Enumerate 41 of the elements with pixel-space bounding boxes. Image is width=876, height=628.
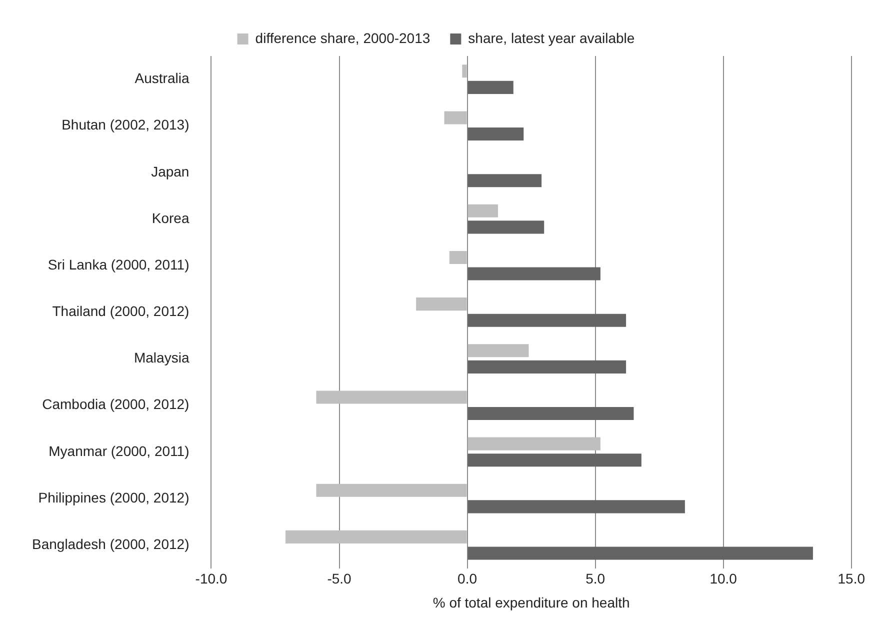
bar [468,204,498,218]
y-tick-label: Japan [151,163,190,180]
y-tick-label: Korea [152,210,190,226]
y-tick-label: Myanmar (2000, 2011) [48,442,190,459]
bar [316,390,467,404]
legend-label: share, latest year available [468,30,635,46]
bar [468,174,542,188]
y-tick-label: Bangladesh (2000, 2012) [32,536,190,552]
legend-label: difference share, 2000-2013 [255,30,430,46]
x-tick-label: 10.0 [710,570,738,587]
y-tick-label: Malaysia [134,350,190,366]
x-tick-label: -5.0 [327,570,352,587]
x-tick-label: 5.0 [586,570,606,587]
bar [468,344,529,358]
bar [468,314,626,327]
bar [468,437,600,450]
bar [468,406,634,420]
x-tick-label: 0.0 [458,570,478,587]
y-tick-label: Philippines (2000, 2012) [38,489,190,506]
bar [444,111,467,124]
y-tick-label: Cambodia (2000, 2012) [42,396,190,412]
bar [285,530,467,544]
bar [468,360,626,374]
x-axis-title: % of total expenditure on health [432,594,630,610]
bar [416,298,467,311]
bar [468,267,600,280]
y-tick-label: Bhutan (2002, 2013) [62,116,190,133]
x-tick-label: 15.0 [838,570,866,587]
bar [468,128,524,141]
x-tick-label: -10.0 [195,570,228,587]
bar [316,484,467,497]
y-tick-label: Sri Lanka (2000, 2011) [48,256,190,272]
y-tick-label: Australia [134,70,190,86]
bar [462,64,467,78]
bar [468,220,544,234]
bar [468,80,514,94]
bar [468,546,813,560]
bar [468,500,685,514]
y-tick-label: Thailand (2000, 2012) [52,303,190,320]
bar [468,454,642,467]
bar [449,250,467,264]
